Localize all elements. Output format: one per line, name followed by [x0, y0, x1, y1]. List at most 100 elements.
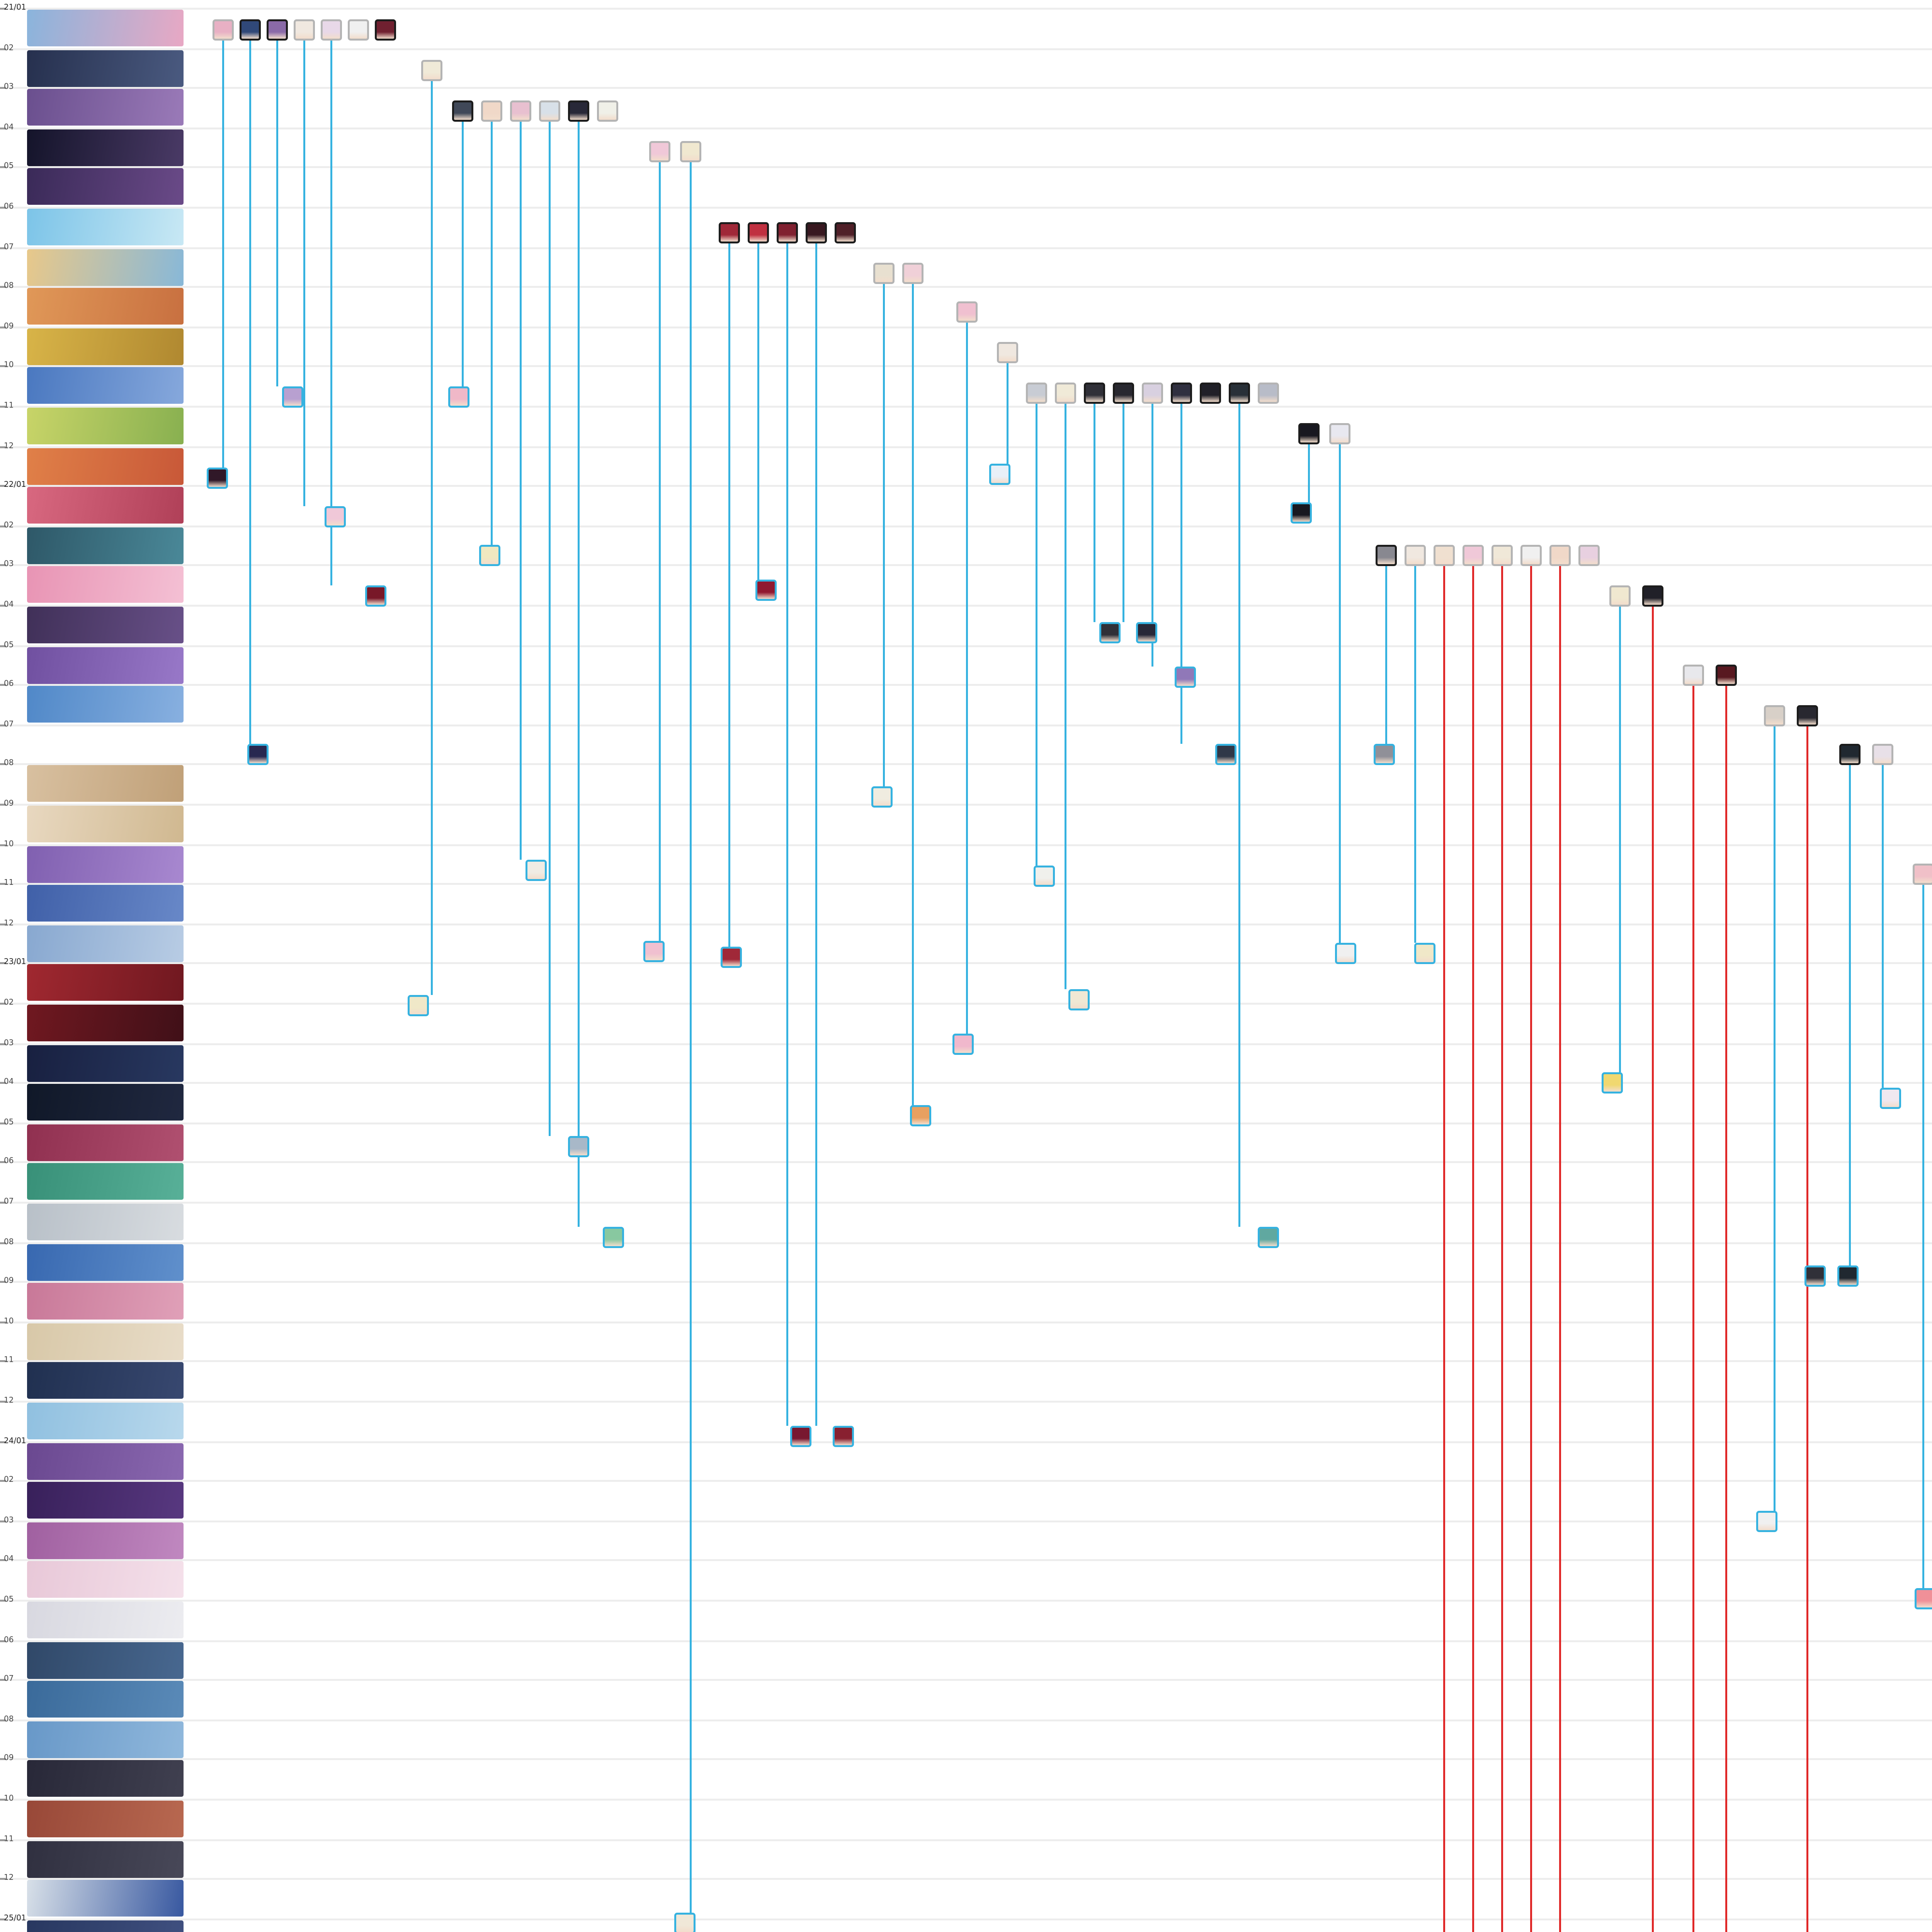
thumbnail[interactable]	[27, 328, 184, 365]
thumbnail[interactable]	[27, 566, 184, 604]
avatar-marker[interactable]	[748, 222, 769, 243]
avatar-marker[interactable]	[1549, 545, 1571, 566]
avatar-marker[interactable]	[1683, 665, 1704, 686]
thumbnail[interactable]	[27, 447, 184, 484]
thumbnail[interactable]	[27, 367, 184, 405]
avatar-marker[interactable]	[1797, 705, 1818, 726]
avatar-marker[interactable]	[321, 19, 342, 41]
thumbnail[interactable]	[27, 168, 184, 206]
thumbnail[interactable]	[27, 1362, 184, 1400]
avatar-marker[interactable]	[448, 386, 469, 408]
avatar-marker[interactable]	[1175, 667, 1196, 688]
avatar-marker[interactable]	[479, 545, 500, 566]
avatar-marker[interactable]	[1839, 744, 1861, 765]
avatar-marker[interactable]	[421, 60, 442, 81]
avatar-marker[interactable]	[989, 464, 1010, 485]
avatar-marker[interactable]	[952, 1034, 974, 1055]
avatar-marker[interactable]	[902, 263, 923, 284]
avatar-marker[interactable]	[1034, 866, 1055, 887]
avatar-marker[interactable]	[1142, 383, 1163, 404]
thumbnail[interactable]	[27, 1840, 184, 1877]
avatar-marker[interactable]	[1376, 545, 1397, 566]
avatar-marker[interactable]	[526, 860, 547, 881]
avatar-marker[interactable]	[375, 19, 396, 41]
avatar-marker[interactable]	[539, 100, 560, 122]
avatar-marker[interactable]	[1913, 864, 1932, 885]
avatar-marker[interactable]	[267, 19, 288, 41]
thumbnail[interactable]	[27, 1204, 184, 1240]
avatar-marker[interactable]	[597, 100, 618, 122]
avatar-marker[interactable]	[873, 263, 895, 284]
avatar-marker[interactable]	[1329, 423, 1350, 444]
thumbnail[interactable]	[27, 1760, 184, 1798]
avatar-marker[interactable]	[348, 19, 369, 41]
thumbnail[interactable]	[27, 1005, 184, 1041]
thumbnail[interactable]	[27, 607, 184, 643]
avatar-marker[interactable]	[1915, 1588, 1932, 1609]
thumbnail[interactable]	[27, 925, 184, 962]
thumbnail[interactable]	[27, 1561, 184, 1599]
avatar-marker[interactable]	[1880, 1088, 1901, 1109]
thumbnail[interactable]	[27, 964, 184, 1002]
thumbnail[interactable]	[27, 1163, 184, 1201]
avatar-marker[interactable]	[1258, 1227, 1279, 1248]
avatar-marker[interactable]	[247, 744, 269, 765]
avatar-marker[interactable]	[1171, 383, 1192, 404]
avatar-marker[interactable]	[1578, 545, 1600, 566]
avatar-marker[interactable]	[325, 506, 346, 527]
avatar-marker[interactable]	[240, 19, 261, 41]
thumbnail[interactable]	[27, 885, 184, 922]
avatar-marker[interactable]	[835, 222, 856, 243]
avatar-marker[interactable]	[1872, 744, 1893, 765]
thumbnail[interactable]	[27, 1323, 184, 1360]
avatar-marker[interactable]	[833, 1426, 854, 1447]
avatar-marker[interactable]	[1837, 1265, 1859, 1287]
avatar-marker[interactable]	[719, 222, 740, 243]
avatar-marker[interactable]	[1229, 383, 1250, 404]
avatar-marker[interactable]	[910, 1105, 931, 1126]
avatar-marker[interactable]	[1026, 383, 1047, 404]
thumbnail[interactable]	[27, 1084, 184, 1121]
avatar-marker[interactable]	[649, 141, 670, 162]
thumbnail[interactable]	[27, 646, 184, 683]
avatar-marker[interactable]	[721, 947, 742, 968]
thumbnail[interactable]	[27, 765, 184, 803]
thumbnail[interactable]	[27, 1920, 184, 1932]
avatar-marker[interactable]	[790, 1426, 811, 1447]
avatar-marker[interactable]	[1258, 383, 1279, 404]
avatar-marker[interactable]	[1602, 1072, 1623, 1094]
avatar-marker[interactable]	[1374, 744, 1395, 765]
thumbnail[interactable]	[27, 686, 184, 723]
avatar-marker[interactable]	[1055, 383, 1076, 404]
thumbnail[interactable]	[27, 1243, 184, 1280]
avatar-marker[interactable]	[777, 222, 798, 243]
avatar-marker[interactable]	[871, 786, 893, 808]
avatar-marker[interactable]	[643, 941, 665, 962]
thumbnail[interactable]	[27, 248, 184, 285]
avatar-marker[interactable]	[997, 342, 1018, 363]
avatar-marker[interactable]	[1099, 622, 1121, 643]
avatar-marker[interactable]	[1291, 502, 1312, 524]
avatar-marker[interactable]	[1136, 622, 1157, 643]
avatar-marker[interactable]	[568, 100, 589, 122]
thumbnail[interactable]	[27, 1721, 184, 1758]
avatar-marker[interactable]	[1609, 585, 1631, 607]
avatar-marker[interactable]	[1463, 545, 1484, 566]
thumbnail[interactable]	[27, 49, 184, 86]
thumbnail[interactable]	[27, 845, 184, 882]
thumbnail[interactable]	[27, 1880, 184, 1917]
avatar-marker[interactable]	[1716, 665, 1737, 686]
thumbnail[interactable]	[27, 1124, 184, 1161]
avatar-marker[interactable]	[1756, 1511, 1777, 1532]
thumbnail[interactable]	[27, 487, 184, 524]
avatar-marker[interactable]	[282, 386, 303, 408]
thumbnail[interactable]	[27, 1442, 184, 1479]
thumbnail[interactable]	[27, 1602, 184, 1638]
thumbnail[interactable]	[27, 1482, 184, 1519]
avatar-marker[interactable]	[1520, 545, 1542, 566]
thumbnail[interactable]	[27, 209, 184, 245]
thumbnail[interactable]	[27, 1801, 184, 1837]
thumbnail[interactable]	[27, 10, 184, 46]
thumbnail[interactable]	[27, 527, 184, 564]
avatar-marker[interactable]	[1492, 545, 1513, 566]
